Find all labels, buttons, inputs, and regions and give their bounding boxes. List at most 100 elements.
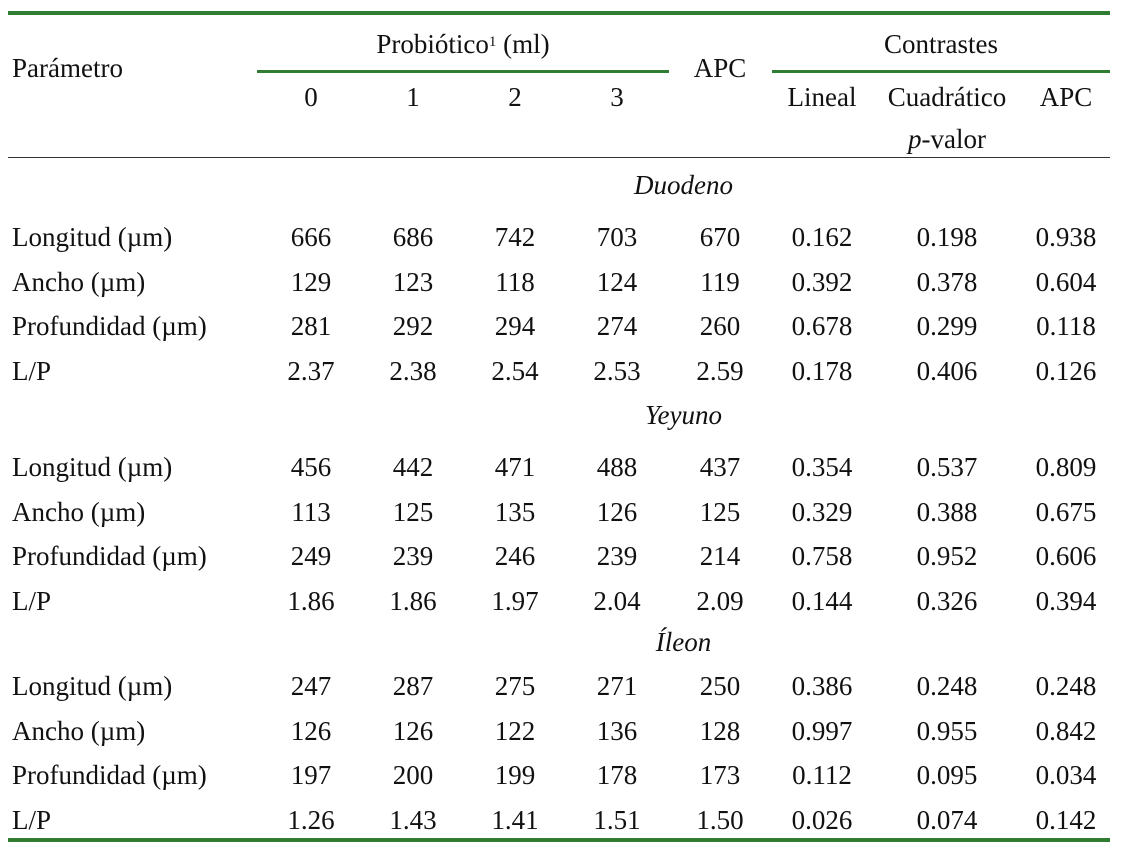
table-cell: 1.41	[491, 804, 539, 835]
table-cell: 0.162	[791, 222, 853, 252]
table-cell: 135	[494, 496, 536, 527]
probiotico-underline	[257, 70, 669, 73]
table-cell: 1.51	[593, 804, 641, 835]
table-cell: 275	[494, 671, 536, 701]
table-cell: 0.095	[916, 760, 978, 790]
table-cell: 0.758	[791, 541, 853, 571]
table-cell: 173	[699, 760, 741, 790]
section-heading: Íleon	[655, 627, 712, 657]
table-cell: 0.955	[916, 715, 978, 746]
row-label: Ancho (µm)	[12, 496, 146, 527]
pvalor-rest: -valor	[921, 124, 986, 154]
row-label: L/P	[12, 355, 52, 386]
header-apc: APC	[693, 53, 747, 83]
bottom-rule	[8, 838, 1110, 842]
table-cell: 0.144	[791, 585, 853, 616]
probiotico-label: Probiótico	[376, 29, 489, 59]
section-heading: Yeyuno	[644, 400, 722, 430]
table-cell: 125	[392, 496, 434, 527]
table-cell: 0.354	[791, 452, 853, 482]
header-dose-3: 3	[610, 82, 624, 112]
table-cell: 1.43	[389, 804, 437, 835]
table-cell: 0.997	[791, 715, 853, 746]
table-cell: 247	[290, 671, 332, 701]
table-cell: 0.392	[791, 266, 853, 297]
table-cell: 2.09	[696, 585, 744, 616]
header-cuadratico: Cuadrático	[887, 82, 1007, 112]
table-cell: 703	[596, 222, 638, 252]
header-contrastes: Contrastes	[884, 29, 998, 59]
table-cell: 260	[699, 311, 741, 341]
table-cell: 124	[596, 266, 638, 297]
table-cell: 129	[290, 266, 332, 297]
table-cell: 123	[392, 266, 434, 297]
table-cell: 471	[494, 452, 536, 482]
table-cell: 199	[494, 760, 536, 790]
table-cell: 2.53	[593, 355, 641, 386]
table-cell: 0.118	[1036, 311, 1096, 341]
table-cell: 294	[494, 311, 536, 341]
table-cell: 128	[699, 715, 741, 746]
probiotico-footnote: 1	[488, 34, 497, 50]
table-cell: 122	[494, 715, 536, 746]
table-cell: 0.034	[1035, 760, 1097, 790]
table-cell: 2.59	[696, 355, 744, 386]
table-cell: 0.142	[1035, 804, 1097, 835]
table-cell: 292	[392, 311, 434, 341]
table-cell: 1.86	[389, 585, 437, 616]
table-cell: 271	[596, 671, 638, 701]
table-cell: 686	[392, 222, 434, 252]
table-cell: 0.678	[791, 311, 853, 341]
table-cell: 456	[290, 452, 332, 482]
table-cell: 666	[290, 222, 332, 252]
table-cell: 0.842	[1035, 715, 1097, 746]
table-cell: 1.97	[491, 585, 539, 616]
table-cell: 0.329	[791, 496, 853, 527]
table-cell: 281	[290, 311, 332, 341]
header-apc-contrast: APC	[1039, 82, 1093, 112]
table-cell: 0.248	[1035, 671, 1097, 701]
row-label: Ancho (µm)	[12, 266, 146, 297]
table-cell: 0.537	[916, 452, 978, 482]
table-cell: 250	[699, 671, 741, 701]
table-cell: 2.54	[491, 355, 539, 386]
table-cell: 0.112	[792, 760, 852, 790]
row-label: Profundidad (µm)	[12, 541, 207, 571]
row-label: Longitud (µm)	[12, 222, 173, 252]
table-cell: 2.37	[287, 355, 335, 386]
table-cell: 0.388	[916, 496, 978, 527]
table-cell: 136	[596, 715, 638, 746]
table-cell: 670	[699, 222, 741, 252]
table-cell: 0.606	[1035, 541, 1097, 571]
table-cell: 274	[596, 311, 638, 341]
table-cell: 0.074	[916, 804, 978, 835]
table-cell: 113	[291, 496, 331, 527]
table-cell: 118	[495, 266, 535, 297]
probiotico-unit: (ml)	[496, 29, 550, 59]
table-cell: 239	[392, 541, 434, 571]
table-cell: 0.326	[916, 585, 978, 616]
row-label: Longitud (µm)	[12, 452, 173, 482]
table-cell: 0.938	[1035, 222, 1097, 252]
section-heading: Duodeno	[634, 170, 733, 200]
table-cell: 214	[699, 541, 741, 571]
contrastes-underline	[772, 70, 1110, 73]
header-parametro: Parámetro	[12, 53, 123, 83]
table-cell: 200	[392, 760, 434, 790]
table-cell: 239	[596, 541, 638, 571]
table-cell: 1.86	[287, 585, 335, 616]
row-label: Longitud (µm)	[12, 671, 173, 701]
table-cell: 119	[700, 266, 740, 297]
table-cell: 0.394	[1035, 585, 1097, 616]
table-cell: 178	[596, 760, 638, 790]
table-cell: 0.299	[916, 311, 978, 341]
table-cell: 287	[392, 671, 434, 701]
header-lineal: Lineal	[787, 82, 857, 112]
header-probiotico: Probiótico1 (ml)	[257, 28, 669, 60]
table-cell: 0.386	[791, 671, 853, 701]
table-cell: 0.378	[916, 266, 978, 297]
table-cell: 437	[699, 452, 741, 482]
table-cell: 126	[392, 715, 434, 746]
table-cell: 126	[596, 496, 638, 527]
row-label: Ancho (µm)	[12, 715, 146, 746]
